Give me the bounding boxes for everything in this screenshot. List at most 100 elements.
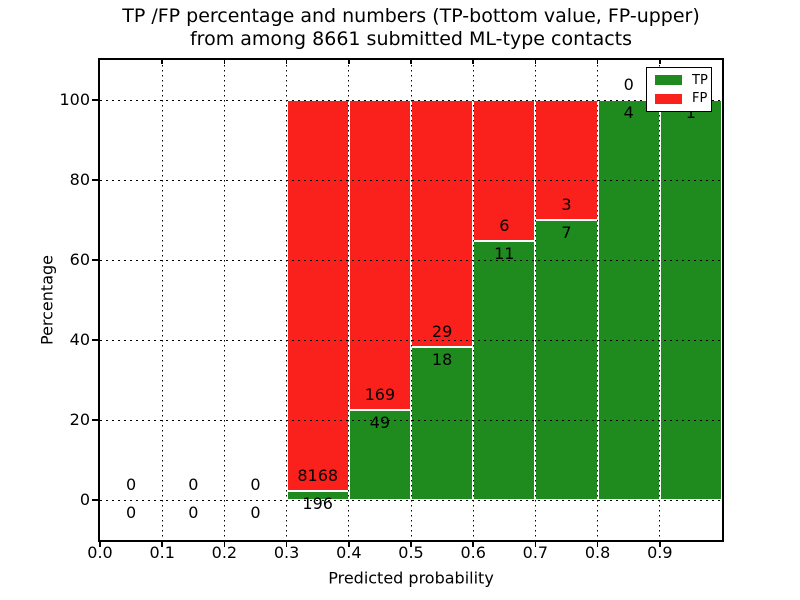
legend-label-tp: TP xyxy=(692,72,708,88)
y-tick-label: 40 xyxy=(69,330,90,349)
y-tick-label: 100 xyxy=(59,90,90,109)
fp-bar-segment xyxy=(411,100,474,347)
fp-bar-segment xyxy=(535,100,598,220)
x-tick xyxy=(285,542,288,547)
fp-bar-segment xyxy=(286,100,349,491)
x-axis-label: Predicted probability xyxy=(328,568,494,588)
x-tick-label: 0.0 xyxy=(87,543,113,562)
x-tick xyxy=(659,542,661,547)
x-top-tick xyxy=(472,60,474,64)
x-tick-label: 0.3 xyxy=(273,543,300,562)
fp-bar-segment xyxy=(348,100,411,411)
y-gridline xyxy=(100,499,722,501)
tp-bar-segment xyxy=(473,241,536,500)
x-gridline xyxy=(286,60,288,540)
tp-bar-segment xyxy=(535,220,598,500)
legend-label-fp: FP xyxy=(692,91,708,107)
legend-item-tp: TP xyxy=(647,74,711,87)
fp-count-label: 8168 xyxy=(297,465,339,485)
x-tick-label: 0.2 xyxy=(211,543,238,562)
y-tick-label: 60 xyxy=(69,250,90,269)
tp-count-label: 0 xyxy=(250,503,261,522)
tp-count-label: 18 xyxy=(431,349,453,369)
tp-count-label: 0 xyxy=(126,503,137,522)
fp-count-label: 0 xyxy=(250,475,261,494)
x-tick xyxy=(596,542,599,547)
x-tick-label: 0.4 xyxy=(336,543,362,562)
fp-count-label: 0 xyxy=(126,475,137,494)
x-top-tick xyxy=(596,60,599,64)
tp-count-label: 11 xyxy=(494,244,515,264)
x-tick-label: 0.7 xyxy=(522,543,549,562)
tp-bar-segment xyxy=(286,490,349,500)
tp-count-label: 4 xyxy=(623,103,634,122)
x-tick xyxy=(348,542,350,547)
fp-count-label: 0 xyxy=(188,475,199,494)
fp-swatch-icon xyxy=(655,93,682,104)
x-tick xyxy=(410,542,412,547)
x-gridline xyxy=(161,60,163,540)
tp-bar-segment xyxy=(411,346,474,500)
x-top-tick xyxy=(223,60,226,64)
legend-item-fp: FP xyxy=(647,92,711,105)
fp-count-label: 6 xyxy=(499,216,510,236)
y-tick xyxy=(92,339,98,341)
y-gridline xyxy=(100,259,722,261)
chart-title: TP /FP percentage and numbers (TP-bottom… xyxy=(122,5,700,51)
chart-title-line2: from among 8661 submitted ML-type contac… xyxy=(189,28,633,50)
fp-count-label: 3 xyxy=(561,195,572,214)
x-top-tick xyxy=(161,60,163,64)
y-gridline xyxy=(100,99,722,101)
x-gridline xyxy=(348,60,350,540)
x-gridline xyxy=(659,60,661,540)
fp-count-label: 0 xyxy=(623,75,634,94)
x-top-tick xyxy=(659,60,661,64)
x-tick-label: 0.8 xyxy=(584,543,611,562)
y-gridline xyxy=(100,179,722,181)
fp-count-label: 29 xyxy=(431,321,453,341)
fp-bar-segment xyxy=(473,100,536,242)
y-tick xyxy=(92,99,98,101)
tp-count-label: 7 xyxy=(561,223,572,242)
y-tick-label: 80 xyxy=(69,170,90,189)
x-tick-label: 0.9 xyxy=(647,543,673,562)
x-tick xyxy=(161,542,163,547)
tp-bar-segment xyxy=(597,100,660,500)
tp-swatch-icon xyxy=(655,75,682,86)
y-tick xyxy=(92,499,98,501)
tp-count-label: 196 xyxy=(302,493,333,513)
x-tick xyxy=(99,542,101,547)
y-tick xyxy=(92,179,98,181)
plot-area: 0 0 0 0 0 0 8168 196 169 49 29 18 6 11 3 7 0 4 1 TP FP xyxy=(98,58,724,542)
x-gridline xyxy=(597,60,599,540)
x-tick xyxy=(223,542,226,547)
y-tick-label: 20 xyxy=(69,410,90,429)
y-gridline xyxy=(100,339,722,341)
fp-count-label: 169 xyxy=(364,385,396,405)
tp-count-label: 1 xyxy=(685,103,696,122)
tp-count-label: 0 xyxy=(188,503,199,522)
x-tick xyxy=(472,542,474,547)
x-gridline xyxy=(472,60,474,540)
x-top-tick xyxy=(285,60,288,64)
x-top-tick xyxy=(410,60,412,64)
x-gridline xyxy=(534,60,536,540)
x-tick xyxy=(534,542,537,547)
y-tick-label: 0 xyxy=(79,490,90,509)
x-tick-label: 0.1 xyxy=(149,543,175,562)
x-gridline xyxy=(223,60,225,540)
y-tick xyxy=(92,419,98,421)
y-gridline xyxy=(100,419,722,421)
x-tick-label: 0.5 xyxy=(398,543,424,562)
tp-count-label: 49 xyxy=(369,413,391,433)
tp-bar-segment xyxy=(659,100,722,500)
x-gridline xyxy=(410,60,412,540)
x-top-tick xyxy=(534,60,537,64)
tp-bar-segment xyxy=(348,410,411,500)
y-tick xyxy=(92,259,98,261)
chart-title-line1: TP /FP percentage and numbers (TP-bottom… xyxy=(122,5,700,27)
x-top-tick xyxy=(348,60,350,64)
x-tick-label: 0.6 xyxy=(460,543,486,562)
legend: TP FP xyxy=(646,67,712,112)
